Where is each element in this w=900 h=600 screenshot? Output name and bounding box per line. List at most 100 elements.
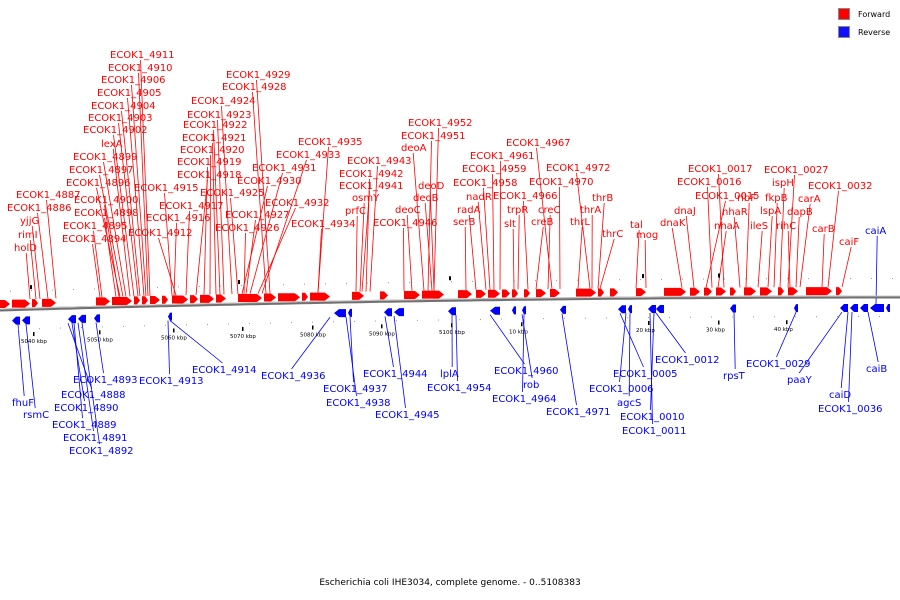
reverse-gene-label: ECOK1_0012 <box>655 355 720 366</box>
grid-dot <box>388 282 389 284</box>
grid-dot <box>745 278 746 280</box>
forward-leader-line <box>195 179 208 295</box>
forward-gene-label: fkpB <box>765 193 788 204</box>
reverse-leader-line <box>522 314 525 393</box>
forward-gene-arrow <box>664 287 686 296</box>
forward-gene-arrow <box>788 287 798 296</box>
grid-dot <box>333 321 334 323</box>
grid-dot <box>871 278 872 280</box>
grid-dot <box>304 283 305 285</box>
forward-gene-label: ECOK1_4972 <box>546 163 611 174</box>
reverse-gene-label: rsmC <box>23 410 49 421</box>
forward-leader-line <box>249 172 283 294</box>
forward-gene-label: ECOK1_4903 <box>88 113 153 124</box>
reverse-gene-label: paaY <box>787 375 813 386</box>
reverse-gene-label: rpsT <box>723 371 746 382</box>
forward-gene-label: nadR <box>466 192 492 203</box>
forward-leader-line <box>773 202 778 288</box>
forward-leader-line <box>317 228 322 293</box>
grid-dot <box>228 323 229 325</box>
forward-gene-label: ECOK1_4923 <box>187 110 252 121</box>
forward-leader-line <box>492 173 495 290</box>
forward-leader-line <box>138 72 149 297</box>
forward-leader-line <box>359 202 365 292</box>
forward-gene-label: ECOK1_4970 <box>529 177 594 188</box>
tick-label: 5090 kbp <box>369 331 395 337</box>
grid-dot <box>522 318 523 320</box>
forward-leader-line <box>112 148 131 297</box>
forward-leader-line <box>185 210 190 296</box>
forward-leader-line <box>25 252 31 300</box>
forward-gene-label: ECOK1_4961 <box>470 151 535 162</box>
reverse-gene-arrow <box>850 304 858 313</box>
reverse-leader-line <box>776 312 797 358</box>
forward-leader-line <box>104 217 117 297</box>
grid-dot <box>10 290 11 292</box>
reverse-gene-arrow <box>656 304 664 313</box>
forward-gene-label: dnaK <box>660 218 686 229</box>
forward-leader-line <box>599 238 615 289</box>
forward-gene-arrow <box>512 289 518 298</box>
grid-dot <box>808 278 809 280</box>
grid-dot <box>564 317 565 319</box>
grid-dot <box>606 317 607 319</box>
reverse-gene-arrow <box>840 304 848 313</box>
forward-gene-arrow <box>216 294 226 303</box>
tick-mark <box>718 320 720 325</box>
reverse-gene-arrow <box>78 314 86 323</box>
forward-gene-label: dapB <box>787 207 813 218</box>
forward-leader-line <box>93 230 103 298</box>
tick-label: 5080 kbp <box>300 333 326 339</box>
reverse-leader-line <box>561 313 577 406</box>
forward-gene-label: ECOK1_4897 <box>69 165 134 176</box>
forward-leader-line <box>37 212 49 299</box>
forward-gene-label: ileS <box>750 221 768 232</box>
reverse-gene-label: agcS <box>617 398 641 409</box>
reverse-gene-arrow <box>870 304 884 313</box>
forward-gene-arrow <box>704 287 712 296</box>
grid-dot <box>451 281 452 283</box>
forward-gene-arrow <box>42 298 56 307</box>
grid-dot <box>262 284 263 286</box>
reverse-gene-arrow <box>860 304 868 313</box>
grid-dot <box>430 281 431 283</box>
forward-leader-line <box>779 187 785 288</box>
forward-gene-label: nhaA <box>714 221 740 232</box>
forward-leader-line <box>685 215 695 288</box>
forward-gene-label: ECOK1_4922 <box>183 120 248 131</box>
grid-dot <box>144 325 145 327</box>
forward-gene-label: lexA <box>101 139 123 150</box>
reverse-leader-line <box>619 313 644 368</box>
grid-dot <box>60 327 61 329</box>
reverse-gene-label: ECOK1_4892 <box>69 446 134 457</box>
forward-gene-label: tal <box>630 220 643 231</box>
tick-label: 5100 kbp <box>439 330 465 336</box>
reverse-gene-label: ECOK1_4891 <box>63 433 128 444</box>
grid-dot <box>157 286 158 288</box>
forward-gene-label: ECOK1_4952 <box>408 118 473 129</box>
reverse-gene-arrow <box>68 315 76 324</box>
reverse-gene-label: ECOK1_4954 <box>427 383 492 394</box>
tick-label: 5050 kbp <box>87 337 113 343</box>
forward-leader-line <box>127 97 145 297</box>
forward-gene-label: thrC <box>602 229 623 240</box>
reverse-gene-label: ECOK1_4913 <box>139 376 204 387</box>
grid-dot <box>577 279 578 281</box>
forward-leader-line <box>635 229 640 289</box>
grid-dot <box>669 316 670 318</box>
forward-gene-label: ECOK1_4966 <box>493 191 558 202</box>
forward-gene-label: ECOK1_4959 <box>462 164 527 175</box>
reverse-gene-label: caiB <box>866 364 887 375</box>
backbone-highlight <box>0 295 900 310</box>
forward-gene-arrow <box>422 290 444 299</box>
grid-dot <box>207 323 208 325</box>
forward-gene-arrow <box>404 290 420 299</box>
forward-leader-line <box>230 197 239 295</box>
forward-gene-label: ECOK1_4920 <box>180 145 245 156</box>
forward-gene-arrow <box>302 292 308 301</box>
grid-dot <box>879 316 880 318</box>
forward-gene-label: ECOK1_4918 <box>177 170 242 181</box>
forward-leader-line <box>403 227 405 291</box>
grid-dot <box>892 278 893 280</box>
reverse-gene-label: ECOK1_4944 <box>363 369 428 380</box>
